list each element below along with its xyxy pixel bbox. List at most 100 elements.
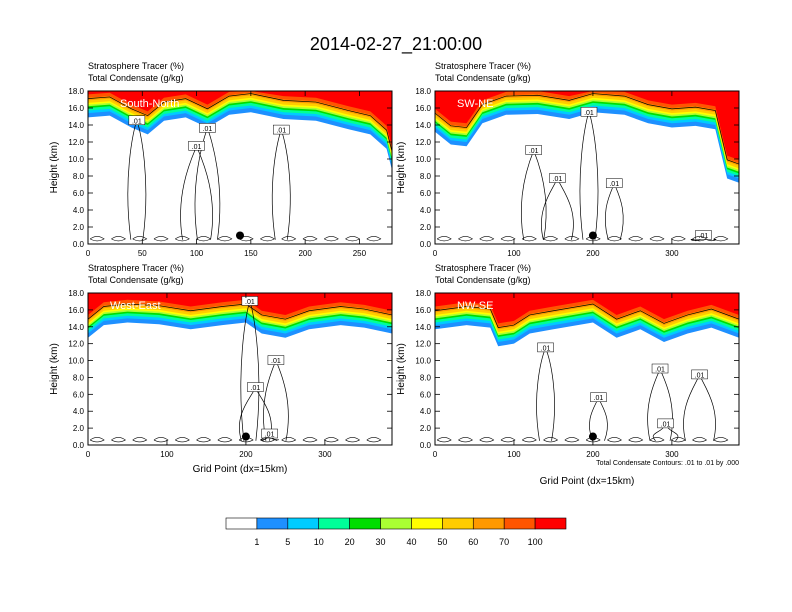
- y-axis-label: Height (km): [49, 343, 60, 395]
- y-tick-label: 4.0: [420, 407, 432, 416]
- svg-text:.01: .01: [203, 126, 213, 133]
- colorbar-label: 5: [285, 537, 290, 547]
- y-tick-label: 18.0: [415, 289, 431, 298]
- x-tick-label: 0: [86, 249, 91, 258]
- colorbar-box: [503, 517, 536, 530]
- y-tick-label: 10.0: [415, 357, 431, 366]
- svg-text:.01: .01: [553, 176, 563, 183]
- y-tick-label: 12.0: [68, 340, 84, 349]
- tracer-band-9: [88, 91, 392, 148]
- svg-text:.01: .01: [192, 144, 202, 151]
- plot-frame: [434, 292, 740, 446]
- colorbar-box: [411, 517, 443, 530]
- panel-nw-se: Stratosphere Tracer (%) Total Condensate …: [396, 263, 740, 487]
- panel-west-east: Stratosphere Tracer (%) Total Condensate …: [49, 263, 393, 475]
- colorbar-label: 10: [314, 537, 324, 547]
- y-axis-label: Height (km): [396, 343, 407, 395]
- y-tick-label: 18.0: [68, 87, 84, 96]
- tracer-contour: [435, 303, 739, 329]
- y-tick-label: 0.0: [420, 441, 432, 450]
- colorbar-box: [442, 517, 474, 530]
- colorbar-label: 1: [254, 537, 259, 547]
- x-tick-label: 0: [433, 450, 438, 459]
- colorbar-label: 30: [376, 537, 386, 547]
- plot-area: .01 .01 .01 .01 .01: [435, 293, 739, 445]
- surface-cloud-contours: [89, 437, 382, 443]
- panel-title-tracer: Stratosphere Tracer (%): [88, 263, 184, 273]
- location-marker: [241, 432, 250, 441]
- colorbar-box: [256, 517, 289, 530]
- contour-label: .01: [247, 382, 264, 392]
- x-tick-label: 150: [244, 249, 258, 258]
- y-tick-label: 16.0: [415, 104, 431, 113]
- x-tick-label: 0: [86, 450, 91, 459]
- x-axis-label: Grid Point (dx=15km): [193, 464, 288, 475]
- colorbar-label: 70: [499, 537, 509, 547]
- colorbar-box: [225, 517, 258, 530]
- y-tick-label: 14.0: [68, 323, 84, 332]
- location-marker: [236, 231, 244, 240]
- x-tick-label: 0: [433, 249, 438, 258]
- x-tick-label: 100: [507, 249, 521, 258]
- panels: Stratosphere Tracer (%) Total Condensate …: [49, 61, 740, 487]
- panel-label: NW-SE: [457, 300, 493, 312]
- y-tick-label: 16.0: [415, 306, 431, 315]
- y-tick-label: 0.0: [73, 240, 85, 249]
- contour-label: .01: [691, 369, 708, 379]
- tracer-band-6: [435, 91, 739, 169]
- x-tick-label: 200: [298, 249, 312, 258]
- y-tick-label: 2.0: [420, 424, 432, 433]
- contour-label: .01: [537, 342, 554, 352]
- panel-label: South-North: [120, 98, 179, 110]
- svg-text:.01: .01: [655, 367, 665, 374]
- surface-cloud-contours: [436, 437, 729, 443]
- y-tick-label: 6.0: [73, 189, 85, 198]
- contour-label: .01: [525, 145, 542, 155]
- tracer-band-9: [435, 91, 739, 160]
- svg-text:.01: .01: [699, 233, 709, 240]
- plot-frame: [434, 90, 740, 245]
- y-tick-label: 14.0: [68, 121, 84, 130]
- contour-label: .01: [188, 141, 205, 151]
- contour-label: .01: [605, 178, 623, 188]
- y-tick-label: 10.0: [415, 155, 431, 164]
- y-tick-label: 0.0: [420, 240, 432, 249]
- colorbar-box: [380, 517, 412, 530]
- panel-title-tracer: Stratosphere Tracer (%): [88, 61, 184, 71]
- x-tick-label: 300: [665, 249, 679, 258]
- y-axis-label: Height (km): [49, 142, 60, 194]
- colorbar-box: [349, 517, 381, 530]
- tracer-band-9: [88, 293, 392, 315]
- surface-cloud-contours: [89, 236, 382, 242]
- y-tick-label: 0.0: [73, 441, 85, 450]
- plot-frame: [87, 292, 393, 446]
- svg-text:.01: .01: [271, 358, 281, 365]
- colorbar-label: 100: [528, 537, 543, 547]
- svg-text:.01: .01: [695, 372, 705, 379]
- y-tick-label: 12.0: [415, 138, 431, 147]
- y-tick-label: 16.0: [68, 104, 84, 113]
- panel-south-north: Stratosphere Tracer (%) Total Condensate …: [49, 61, 393, 258]
- y-tick-label: 4.0: [73, 206, 85, 215]
- y-tick-label: 16.0: [68, 306, 84, 315]
- x-tick-label: 100: [507, 450, 521, 459]
- y-tick-label: 10.0: [68, 357, 84, 366]
- surface-cloud-contours: [436, 236, 729, 242]
- x-tick-label: 50: [138, 249, 147, 258]
- x-axis-label: Grid Point (dx=15km): [540, 476, 635, 487]
- contour-label: .01: [199, 123, 216, 133]
- plot-area: .01 .01 .01 .01 .01: [435, 91, 739, 244]
- contour-label: .01: [657, 418, 674, 428]
- contour-label: .01: [651, 363, 669, 374]
- y-tick-label: 6.0: [420, 390, 432, 399]
- panel-title-condensate: Total Condensate (g/kg): [435, 73, 531, 83]
- x-tick-label: 200: [586, 249, 600, 258]
- x-tick-label: 200: [239, 450, 253, 459]
- y-tick-label: 8.0: [420, 373, 432, 382]
- x-tick-label: 100: [190, 249, 204, 258]
- svg-text:.01: .01: [609, 181, 619, 188]
- location-marker: [588, 231, 597, 240]
- y-tick-label: 10.0: [68, 155, 84, 164]
- svg-text:.01: .01: [132, 118, 142, 125]
- colorbar-label: 40: [406, 537, 416, 547]
